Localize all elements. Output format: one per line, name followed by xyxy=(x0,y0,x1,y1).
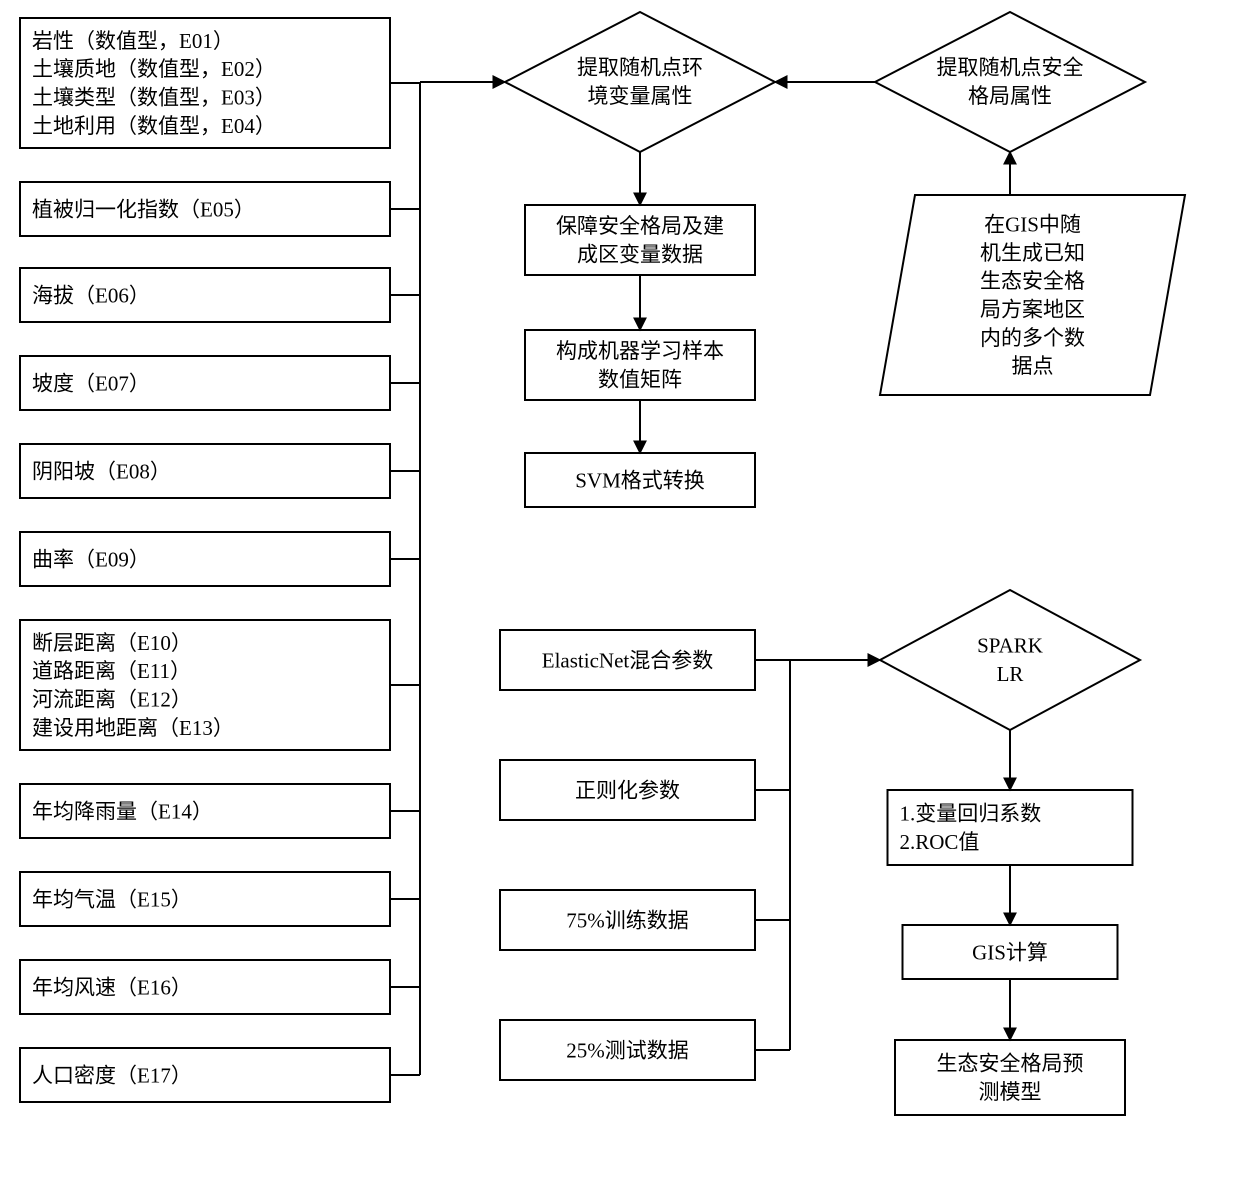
svg-text:ElasticNet混合参数: ElasticNet混合参数 xyxy=(542,648,713,672)
svg-text:测模型: 测模型 xyxy=(979,1080,1042,1104)
svg-text:海拔（E06）: 海拔（E06） xyxy=(32,283,150,307)
svg-text:保障安全格局及建: 保障安全格局及建 xyxy=(556,214,724,238)
svg-text:年均降雨量（E14）: 年均降雨量（E14） xyxy=(32,799,213,823)
svg-text:SVM格式转换: SVM格式转换 xyxy=(575,468,705,492)
svg-text:断层距离（E10）: 断层距离（E10） xyxy=(32,631,192,655)
svg-text:曲率（E09）: 曲率（E09） xyxy=(32,547,150,571)
svg-text:坡度（E07）: 坡度（E07） xyxy=(32,371,150,395)
svg-text:正则化参数: 正则化参数 xyxy=(575,778,680,802)
svg-text:局方案地区: 局方案地区 xyxy=(980,298,1085,322)
svg-text:阴阳坡（E08）: 阴阳坡（E08） xyxy=(32,459,171,483)
svg-text:建设用地距离（E13）: 建设用地距离（E13） xyxy=(32,716,234,740)
svg-text:人口密度（E17）: 人口密度（E17） xyxy=(32,1063,192,1087)
svg-text:内的多个数: 内的多个数 xyxy=(980,326,1085,350)
svg-text:道路距离（E11）: 道路距离（E11） xyxy=(32,659,191,683)
svg-text:SPARK: SPARK xyxy=(977,634,1043,658)
svg-text:提取随机点环: 提取随机点环 xyxy=(577,56,703,80)
svg-text:生态安全格: 生态安全格 xyxy=(980,269,1085,293)
svg-text:年均气温（E15）: 年均气温（E15） xyxy=(32,887,192,911)
svg-text:构成机器学习样本: 构成机器学习样本 xyxy=(556,339,724,363)
svg-text:据点: 据点 xyxy=(1012,354,1054,378)
svg-text:植被归一化指数（E05）: 植被归一化指数（E05） xyxy=(32,197,255,221)
svg-text:1.变量回归系数: 1.变量回归系数 xyxy=(900,802,1042,826)
svg-text:GIS计算: GIS计算 xyxy=(972,940,1048,964)
svg-text:机生成已知: 机生成已知 xyxy=(980,241,1085,265)
svg-text:生态安全格局预: 生态安全格局预 xyxy=(937,1052,1084,1076)
svg-text:75%训练数据: 75%训练数据 xyxy=(566,908,689,932)
svg-text:提取随机点安全: 提取随机点安全 xyxy=(937,56,1084,80)
svg-text:数值矩阵: 数值矩阵 xyxy=(598,368,682,392)
svg-text:成区变量数据: 成区变量数据 xyxy=(577,243,703,267)
svg-text:土壤类型（数值型，E03）: 土壤类型（数值型，E03） xyxy=(32,86,276,110)
svg-text:岩性（数值型，E01）: 岩性（数值型，E01） xyxy=(32,29,234,53)
svg-text:在GIS中随: 在GIS中随 xyxy=(984,212,1081,236)
svg-text:LR: LR xyxy=(997,662,1024,686)
svg-text:25%测试数据: 25%测试数据 xyxy=(566,1038,689,1062)
svg-text:河流距离（E12）: 河流距离（E12） xyxy=(32,688,192,712)
flow-diagram: 岩性（数值型，E01） 土壤质地（数值型，E02） 土壤类型（数值型，E03） 土地利… xyxy=(0,0,1240,1193)
svg-text:年均风速（E16）: 年均风速（E16） xyxy=(32,975,192,999)
svg-text:2.ROC值: 2.ROC值 xyxy=(900,830,980,854)
svg-text:格局属性: 格局属性 xyxy=(968,84,1052,108)
svg-text:土壤质地（数值型，E02）: 土壤质地（数值型，E02） xyxy=(32,57,276,81)
svg-text:土地利用（数值型，E04）: 土地利用（数值型，E04） xyxy=(32,114,276,138)
svg-text:境变量属性: 境变量属性 xyxy=(588,84,693,108)
